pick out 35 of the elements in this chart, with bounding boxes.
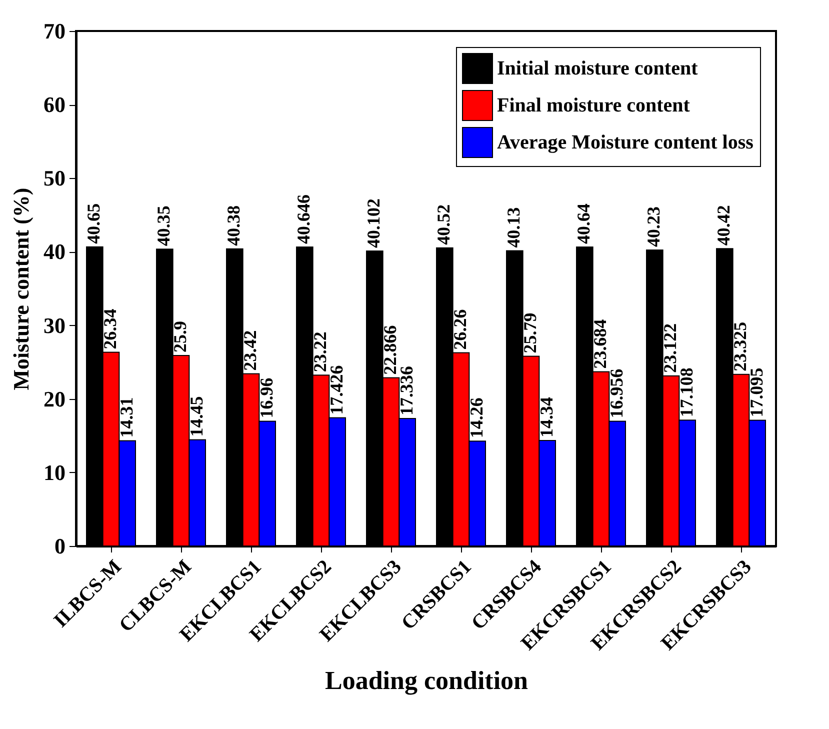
- data-label: 14.34: [536, 397, 556, 438]
- data-label: 23.684: [590, 319, 610, 369]
- data-label: 25.79: [520, 312, 540, 354]
- data-label: 40.23: [644, 206, 664, 248]
- y-tick-label: 40: [44, 239, 66, 264]
- legend-label: Final moisture content: [497, 94, 690, 116]
- data-label: 14.31: [116, 397, 136, 438]
- data-label: 40.42: [714, 205, 734, 246]
- data-label: 40.65: [84, 203, 104, 244]
- y-tick-label: 50: [44, 166, 66, 191]
- data-label: 26.34: [100, 308, 120, 350]
- y-tick-label: 60: [44, 92, 66, 118]
- data-label: 40.64: [574, 204, 594, 244]
- y-tick-label: 20: [44, 386, 66, 412]
- y-tick-label: 70: [44, 18, 66, 44]
- data-label: 40.102: [364, 198, 384, 248]
- data-label: 16.956: [606, 368, 626, 418]
- data-label: 16.96: [256, 378, 276, 418]
- y-tick-label: 10: [44, 460, 66, 485]
- data-label: 26.26: [450, 309, 470, 350]
- y-axis-title: Moisture content (%): [8, 188, 34, 390]
- y-tick-label: 0: [54, 534, 66, 558]
- y-tick-label: 30: [44, 312, 66, 338]
- data-label: 25.9: [170, 320, 190, 352]
- data-label: 40.646: [294, 194, 314, 244]
- data-label: 40.38: [224, 205, 244, 246]
- legend-label: Average Moisture content loss: [497, 132, 754, 154]
- data-label: 14.26: [466, 398, 486, 438]
- data-label: 23.42: [240, 330, 260, 371]
- data-label: 14.45: [186, 396, 206, 437]
- data-label: 40.35: [154, 206, 174, 246]
- legend-label: Initial moisture content: [497, 58, 698, 80]
- data-label: 40.13: [504, 207, 524, 248]
- data-label: 40.52: [434, 204, 454, 245]
- x-axis-title: Loading condition: [324, 666, 529, 695]
